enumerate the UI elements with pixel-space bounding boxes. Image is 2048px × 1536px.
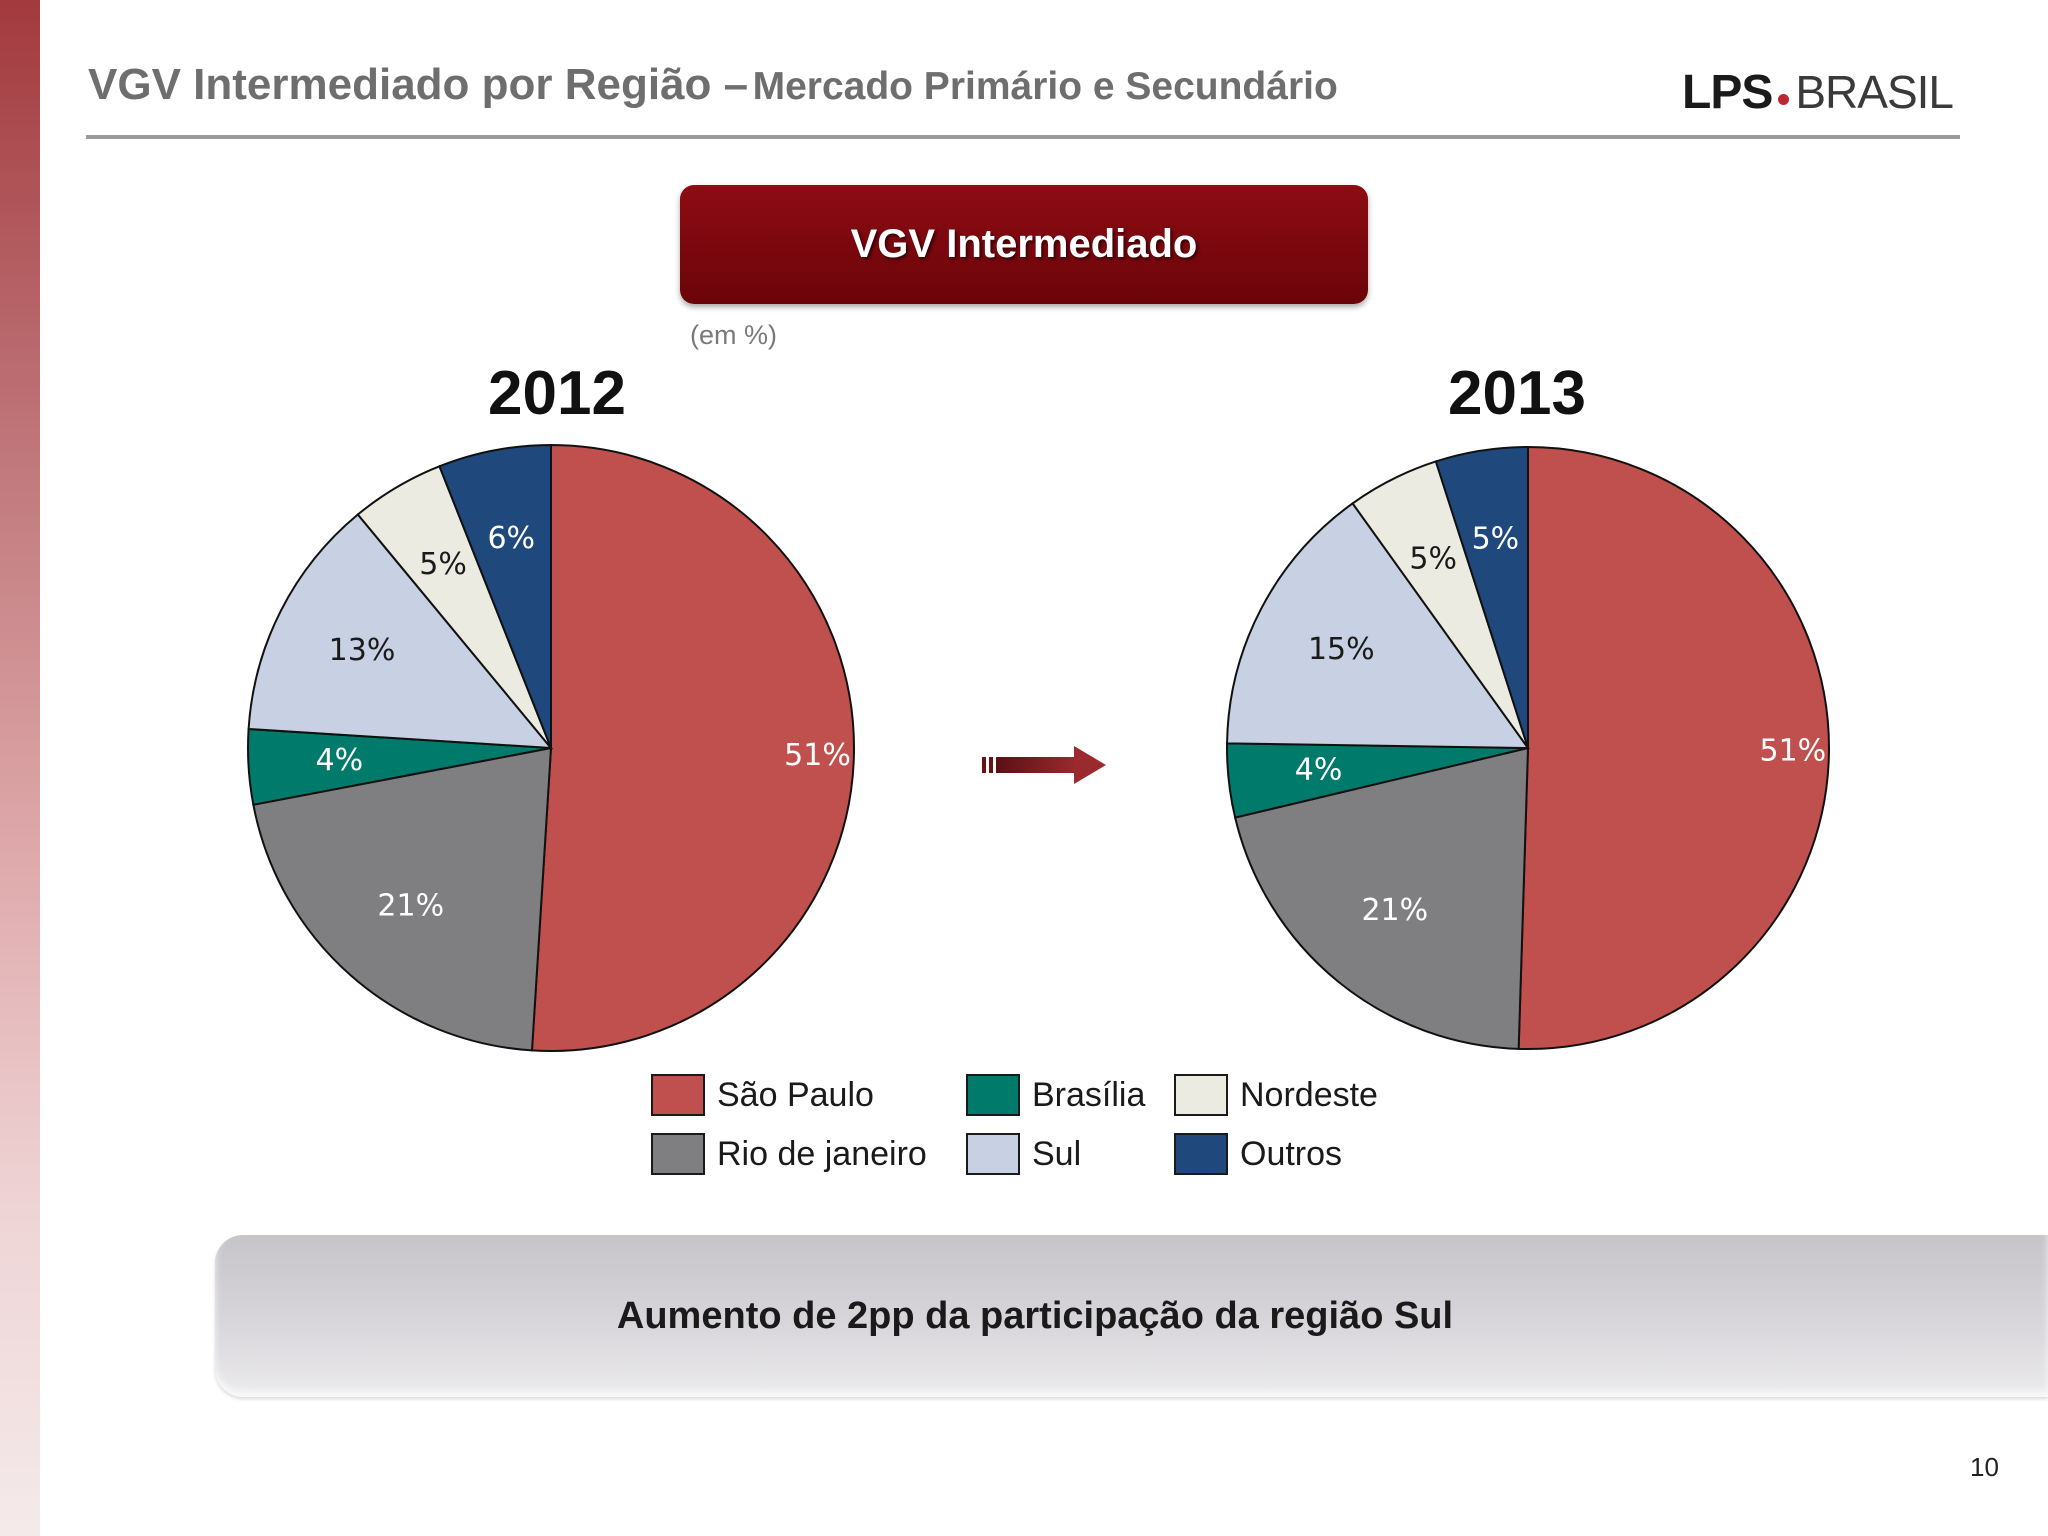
legend-swatch-rio-de-janeiro	[651, 1133, 705, 1175]
pie-2012: 51% 21% 4% 13% 5% 6%	[247, 443, 856, 1052]
pie-label-2012-rio-de-janeiro: 21%	[377, 889, 444, 924]
logo-lps-text: LPS	[1682, 66, 1773, 119]
page-title-sub: Mercado Primário e Secundário	[752, 65, 1338, 108]
chart-title-box: VGV Intermediado	[680, 185, 1368, 304]
pie-label-2012-brasilia: 4%	[316, 743, 364, 778]
legend-item-brasilia: Brasília	[966, 1070, 1145, 1120]
conclusion-box: Aumento de 2pp da participação da região…	[215, 1235, 2048, 1397]
pie-label-2012-nordeste: 5%	[419, 547, 467, 582]
legend-item-nordeste: Nordeste	[1174, 1070, 1378, 1120]
legend-label-nordeste: Nordeste	[1240, 1075, 1378, 1114]
side-accent-bar	[0, 0, 40, 1536]
lps-brasil-logo: LPS BRASIL	[1682, 62, 1954, 134]
pie-slice-2013-sul	[1226, 501, 1530, 750]
pie-label-2012-sao-paulo: 51%	[784, 738, 851, 773]
header-divider	[86, 135, 1960, 139]
legend-swatch-sao-paulo	[651, 1074, 705, 1116]
pie-slice-2013-rio-de-janeiro	[1233, 746, 1530, 1050]
conclusion-text: Aumento de 2pp da participação da região…	[616, 1294, 1454, 1337]
page-title: VGV Intermediado por Região – Mercado Pr…	[88, 60, 1338, 110]
logo-brasil-text: BRASIL	[1795, 66, 1954, 118]
pie-label-2013-nordeste: 5%	[1409, 541, 1457, 576]
pie-2013: 51% 21% 4% 15% 5% 5%	[1226, 445, 1831, 1050]
pie-slice-2012-outros	[438, 443, 552, 749]
pie-slice-2012-sul	[247, 513, 554, 750]
legend-swatch-brasilia	[966, 1074, 1020, 1116]
legend-item-sao-paulo: São Paulo	[651, 1070, 874, 1120]
pie-title-2013: 2013	[1448, 359, 1586, 428]
right-arrow-icon	[982, 746, 1106, 784]
pie-slice-2013-sao-paulo	[1517, 445, 1831, 1050]
logo-dot-icon	[1778, 94, 1790, 106]
chart-title: VGV Intermediado	[850, 222, 1198, 266]
legend-label-outros: Outros	[1240, 1134, 1343, 1173]
legend-label-sul: Sul	[1032, 1134, 1082, 1173]
page-title-main: VGV Intermediado por Região –	[88, 60, 749, 109]
legend-swatch-outros	[1174, 1133, 1228, 1175]
unit-label: (em %)	[690, 320, 777, 350]
pie-label-2013-brasilia: 4%	[1295, 752, 1343, 787]
pie-slice-2012-rio-de-janeiro	[252, 746, 553, 1052]
pie-slice-2012-sao-paulo	[530, 443, 856, 1052]
legend-label-rio-de-janeiro: Rio de janeiro	[717, 1134, 927, 1173]
pie-label-2013-sao-paulo: 51%	[1760, 734, 1827, 769]
pie-label-2013-sul: 15%	[1308, 632, 1375, 667]
pie-label-2013-rio-de-janeiro: 21%	[1361, 893, 1428, 928]
legend-item-sul: Sul	[966, 1129, 1081, 1179]
pie-title-2012: 2012	[488, 359, 626, 428]
page-number: 10	[1970, 1452, 1999, 1482]
pie-slice-2013-outros	[1434, 445, 1529, 749]
chart-legend: São Paulo Brasília Nordeste Rio de janei…	[651, 1070, 1411, 1190]
pie-label-2013-outros: 5%	[1472, 521, 1520, 556]
legend-label-sao-paulo: São Paulo	[717, 1075, 874, 1114]
legend-label-brasilia: Brasília	[1032, 1075, 1146, 1114]
legend-item-rio-de-janeiro: Rio de janeiro	[651, 1129, 927, 1179]
legend-item-outros: Outros	[1174, 1129, 1342, 1179]
legend-swatch-nordeste	[1174, 1074, 1228, 1116]
pie-label-2012-outros: 6%	[487, 521, 535, 556]
legend-swatch-sul	[966, 1133, 1020, 1175]
pie-label-2012-sul: 13%	[329, 633, 396, 668]
